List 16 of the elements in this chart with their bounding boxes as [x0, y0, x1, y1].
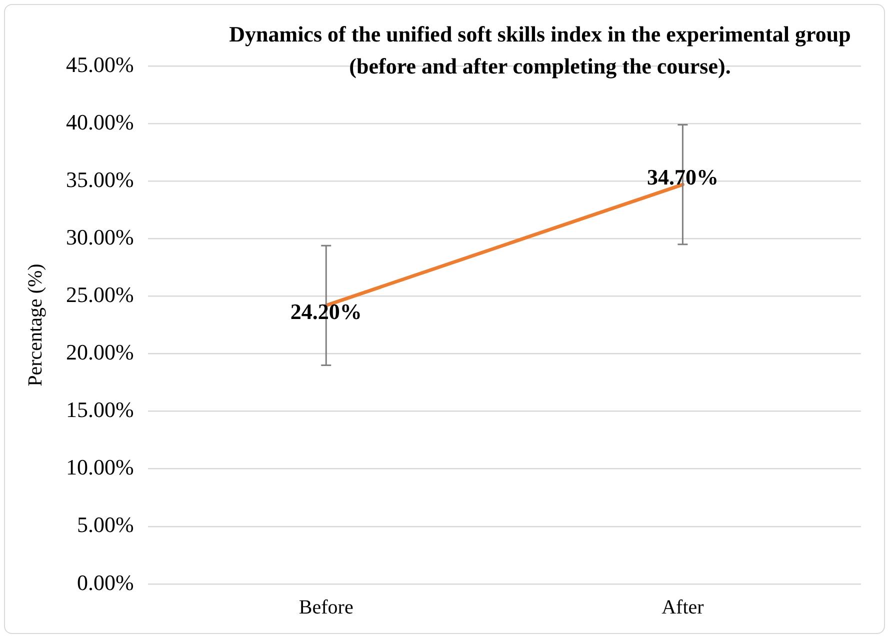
- y-tick-label: 5.00%: [77, 512, 134, 538]
- y-tick-label: 25.00%: [66, 282, 134, 308]
- chart-title: Dynamics of the unified soft skills index in the experimental group (before and after completing the course).: [229, 22, 851, 79]
- y-tick-label: 40.00%: [66, 109, 134, 134]
- x-tick-label: After: [662, 596, 704, 618]
- y-tick-label: 15.00%: [66, 397, 134, 422]
- y-tick-label: 30.00%: [66, 224, 134, 250]
- y-axis-title: Percentage (%): [24, 264, 46, 386]
- data-label: 24.20%: [290, 299, 362, 324]
- y-tick-label: 20.00%: [66, 340, 134, 365]
- x-tick-label: Before: [298, 596, 354, 618]
- y-tick-label: 10.00%: [66, 454, 134, 480]
- y-tick-label: 35.00%: [66, 166, 134, 192]
- data-label: 34.70%: [646, 164, 718, 190]
- y-tick-label: 45.00%: [66, 52, 134, 77]
- y-tick-label: 0.00%: [77, 570, 134, 595]
